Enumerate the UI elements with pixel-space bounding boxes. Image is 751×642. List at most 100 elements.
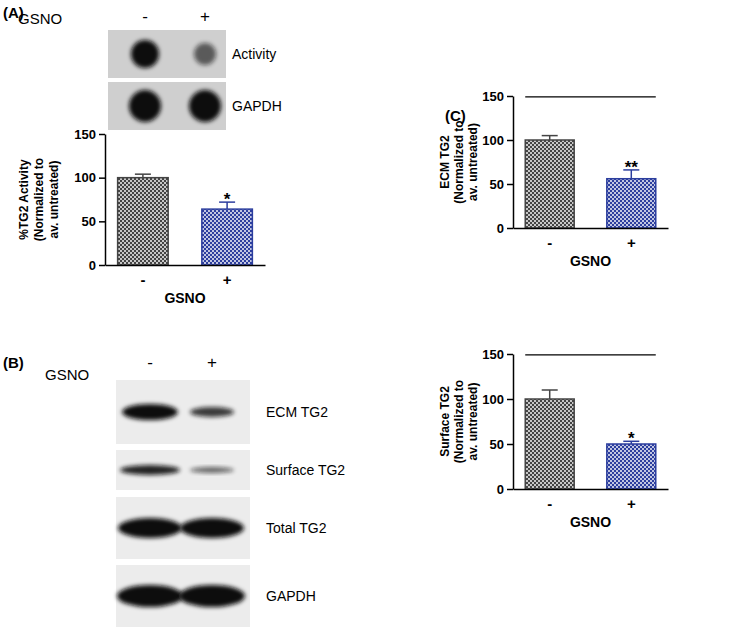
significance-line: [525, 96, 656, 97]
bar-chart: 050100150-+GSNOECM TG2(Normalized toav. …: [438, 89, 669, 269]
tick-label: 0: [497, 482, 504, 497]
x-axis-title: GSNO: [570, 253, 611, 269]
x-tick: -: [547, 234, 552, 251]
treatment-label: GSNO: [45, 366, 89, 383]
axis-line: [513, 97, 515, 229]
axis-line: [514, 228, 669, 230]
blot-band: [117, 585, 183, 607]
bar: [202, 209, 253, 265]
tick-label: 50: [490, 437, 504, 452]
figure: (A)(B)(C)GSNO-+ActivityGAPDHGSNO-+ECM TG…: [0, 0, 751, 642]
blot-row-label: GAPDH: [266, 588, 316, 604]
y-tick: 150: [74, 127, 105, 142]
bar: [607, 179, 656, 228]
lane-label: +: [207, 353, 217, 372]
blot-background: [116, 497, 250, 559]
tick-label: 50: [490, 177, 504, 192]
blot-band: [190, 407, 234, 417]
y-axis-title: (Normalized to: [452, 120, 466, 203]
axis-line: [514, 489, 669, 491]
tick-label: 100: [482, 392, 504, 407]
lane-label: -: [147, 353, 153, 372]
blot-row-label: ECM TG2: [266, 404, 328, 420]
error-bar: [542, 136, 558, 140]
blot-band: [120, 465, 180, 475]
bar-chart: 050100150-+GSNOSurface TG2(Normalized to…: [438, 347, 669, 530]
tick-label: 0: [497, 221, 504, 236]
blot-band: [190, 467, 234, 473]
y-tick: 0: [89, 258, 105, 273]
significance-marker: *: [224, 190, 231, 209]
significance-marker: **: [625, 158, 639, 177]
y-tick: 0: [497, 221, 513, 236]
error-bar: [542, 390, 558, 399]
y-tick: 100: [482, 392, 513, 407]
y-tick: 100: [482, 133, 513, 148]
tick-label: +: [627, 495, 636, 512]
y-tick: 50: [82, 214, 105, 229]
bar: [607, 444, 656, 489]
blot-row-label: Surface TG2: [266, 462, 345, 478]
plot-area: [118, 174, 253, 265]
y-tick: 50: [490, 177, 513, 192]
error-cap: [542, 389, 558, 391]
tick-label: 100: [74, 170, 96, 185]
tick-label: -: [140, 271, 145, 288]
tick-mark: [507, 140, 513, 142]
blot-background: [108, 30, 226, 78]
tick-label: 0: [89, 258, 96, 273]
y-tick: 100: [74, 170, 105, 185]
bar: [525, 140, 574, 228]
blot-panel: GSNO-+ActivityGAPDH: [18, 7, 282, 130]
error-cap: [135, 173, 151, 175]
tick-label: +: [627, 234, 636, 251]
lane-label: +: [200, 7, 210, 26]
blot-background: [116, 565, 250, 627]
axis-line: [106, 265, 266, 267]
y-tick: 150: [482, 89, 513, 104]
x-axis-title: GSNO: [570, 514, 611, 530]
tick-mark: [99, 177, 105, 179]
axis-line: [513, 355, 515, 490]
y-axis-title: (Normalized to: [32, 158, 46, 241]
tick-mark: [507, 399, 513, 401]
error-bar: [135, 174, 151, 177]
bar-chart: 050100150-+GSNO%TG2 Activity(Normalized …: [17, 127, 266, 306]
blot-dot: [131, 40, 159, 68]
tick-label: -: [547, 234, 552, 251]
tick-mark: [507, 489, 513, 491]
plot-area: [525, 136, 656, 228]
lane-label: -: [142, 7, 148, 26]
y-axis-title: av. untreated): [466, 123, 480, 201]
tick-mark: [99, 221, 105, 223]
tick-label: 50: [82, 214, 96, 229]
tick-label: 150: [74, 127, 96, 142]
y-axis-title: (Normalized to: [452, 380, 466, 463]
error-cap: [542, 135, 558, 137]
significance-line: [525, 354, 656, 355]
x-tick: -: [140, 271, 145, 288]
x-axis: -+: [514, 229, 669, 251]
tick-mark: [99, 265, 105, 267]
blot-dot: [129, 90, 161, 122]
tick-label: 150: [482, 347, 504, 362]
tick-label: 100: [482, 133, 504, 148]
tick-label: 150: [482, 89, 504, 104]
tick-label: -: [547, 495, 552, 512]
y-axis: 0 50 100 150: [482, 347, 513, 497]
blot-background: [116, 450, 250, 490]
x-tick: +: [223, 271, 232, 288]
bar: [525, 399, 574, 489]
tick-mark: [507, 228, 513, 230]
y-axis: 0 50 100 150: [482, 89, 513, 236]
tick-mark: [507, 184, 513, 186]
blot-background: [108, 82, 226, 130]
panel-label: (B): [3, 354, 24, 371]
blot-dot: [194, 43, 216, 65]
blot-band: [180, 518, 244, 538]
blot-row-label: GAPDH: [232, 98, 282, 114]
blot-panel: GSNO-+ECM TG2Surface TG2Total TG2GAPDH: [45, 353, 345, 627]
y-axis-title: %TG2 Activity: [17, 159, 31, 240]
x-tick: -: [547, 495, 552, 512]
tick-mark: [99, 134, 105, 136]
